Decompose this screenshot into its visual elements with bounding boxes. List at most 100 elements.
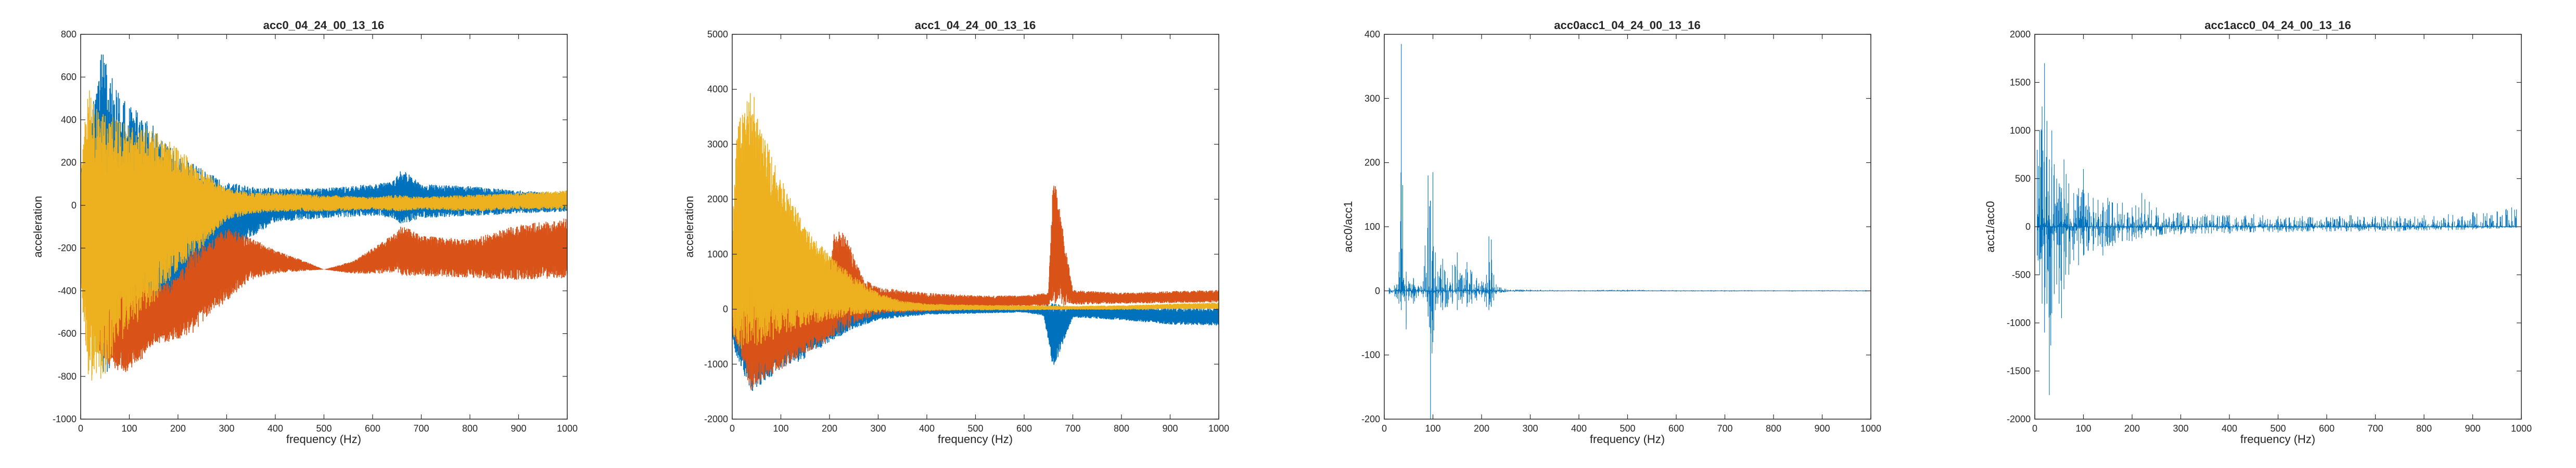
tick-layer: 0 100 200 300 400 500 600 700 800 900 1000 -2000 -15… [2007,29,2532,434]
y-tick-label: -1000 [704,359,728,369]
x-tick-label: 400 [267,423,283,434]
y-axis-label: acc1/acc0 [1984,201,1997,252]
x-tick-label: 200 [822,423,837,434]
y-tick-label: 3000 [707,139,728,149]
x-tick-label: 200 [1474,423,1489,434]
y-tick-label: 800 [61,29,76,40]
x-tick-label: 300 [870,423,886,434]
y-tick-label: -400 [58,285,76,296]
x-tick-label: 800 [1766,423,1781,434]
y-axis-label: acceleration [683,196,696,258]
series-3-line [732,93,1219,349]
axes-box [2034,34,2522,420]
x-tick-label: 600 [1668,423,1684,434]
x-tick-label: 100 [1425,423,1440,434]
x-tick-label: 200 [2124,423,2140,434]
subplot-acc0acc1: acc0acc1_04_24_00_13_16 frequency (Hz) a… [1342,19,1881,446]
y-tick-label: 2000 [2010,29,2031,40]
y-tick-label: 1000 [707,249,728,259]
x-tick-label: 900 [1162,423,1178,434]
x-tick-label: 700 [1717,423,1732,434]
x-tick-label: 1000 [2511,423,2532,434]
x-tick-label: 200 [170,423,186,434]
subplot-title: acc1_04_24_00_13_16 [915,19,1036,32]
y-axis-label: acceleration [31,196,44,258]
tick-layer: 0 100 200 300 400 500 600 700 800 900 1000 -2000 -10… [704,29,1229,434]
x-tick-label: 900 [511,423,526,434]
subplot-acc1: acc1_04_24_00_13_16 frequency (Hz) accel… [683,19,1229,446]
y-tick-label: -2000 [2007,414,2031,424]
axes-box [732,34,1219,420]
y-tick-label: -200 [58,243,76,253]
series-1-line [2037,63,2517,395]
y-tick-label: -1000 [2007,318,2031,328]
y-tick-label: 5000 [707,29,728,40]
y-tick-label: 1500 [2010,77,2031,88]
plot-area [1388,44,1867,419]
y-tick-label: 300 [1364,93,1380,103]
x-tick-label: 700 [1065,423,1080,434]
y-tick-label: -1000 [53,414,76,424]
x-tick-label: 100 [2075,423,2091,434]
plot-area [2037,63,2517,395]
series-3-line [81,90,567,381]
subplot-acc1acc0: acc1acc0_04_24_00_13_16 frequency (Hz) a… [1984,19,2532,446]
x-tick-label: 0 [730,423,735,434]
axes-box [80,34,568,420]
x-axis-label: frequency (Hz) [2240,433,2315,446]
x-axis-label: frequency (Hz) [938,433,1013,446]
y-tick-label: 100 [1364,222,1380,232]
x-tick-label: 1000 [557,423,578,434]
x-axis-label: frequency (Hz) [1590,433,1665,446]
y-axis-label: acc0/acc1 [1342,201,1355,252]
y-tick-label: 2000 [707,194,728,204]
x-tick-label: 600 [365,423,380,434]
subplot-title: acc0acc1_04_24_00_13_16 [1554,19,1700,32]
x-tick-label: 600 [1016,423,1032,434]
x-tick-label: 900 [2465,423,2480,434]
x-tick-label: 500 [967,423,983,434]
subplot-title: acc1acc0_04_24_00_13_16 [2204,19,2351,32]
x-tick-label: 800 [2416,423,2432,434]
y-tick-label: -1500 [2007,366,2031,376]
plot-area [81,54,567,381]
x-tick-label: 1000 [1208,423,1229,434]
y-tick-label: -800 [58,371,76,382]
subplot-acc0: acc0_04_24_00_13_16 frequency (Hz) accel… [31,19,578,446]
y-tick-label: -100 [1361,350,1380,360]
x-tick-label: 100 [121,423,137,434]
series-1-line [1388,44,1867,419]
x-tick-label: 600 [2319,423,2335,434]
x-tick-label: 400 [919,423,935,434]
x-tick-label: 400 [2222,423,2237,434]
x-tick-label: 500 [2270,423,2286,434]
y-tick-label: 0 [1375,285,1380,296]
y-tick-label: 400 [61,114,76,125]
y-tick-label: 4000 [707,84,728,95]
plot-area [732,93,1219,391]
y-tick-label: 0 [2025,222,2031,232]
y-tick-label: 600 [61,72,76,82]
x-tick-label: 300 [2173,423,2188,434]
y-tick-label: 200 [1364,158,1380,168]
y-tick-label: 200 [61,158,76,168]
x-tick-label: 700 [413,423,429,434]
x-tick-label: 0 [2032,423,2037,434]
y-tick-label: 500 [2015,174,2031,184]
tick-layer: 0 100 200 300 400 500 600 700 800 900 1000-200-100… [1361,29,1881,434]
x-tick-label: 100 [773,423,788,434]
x-tick-label: 1000 [1860,423,1881,434]
y-tick-label: 0 [723,304,728,315]
x-axis-label: frequency (Hz) [286,433,361,446]
x-tick-label: 800 [1114,423,1129,434]
x-tick-label: 400 [1571,423,1587,434]
x-tick-label: 0 [78,423,83,434]
series-2-line [81,197,567,372]
x-tick-label: 800 [462,423,478,434]
x-tick-label: 300 [1522,423,1538,434]
y-tick-label: -200 [1361,414,1380,424]
y-tick-label: 1000 [2010,125,2031,136]
y-tick-label: -500 [2012,270,2031,280]
